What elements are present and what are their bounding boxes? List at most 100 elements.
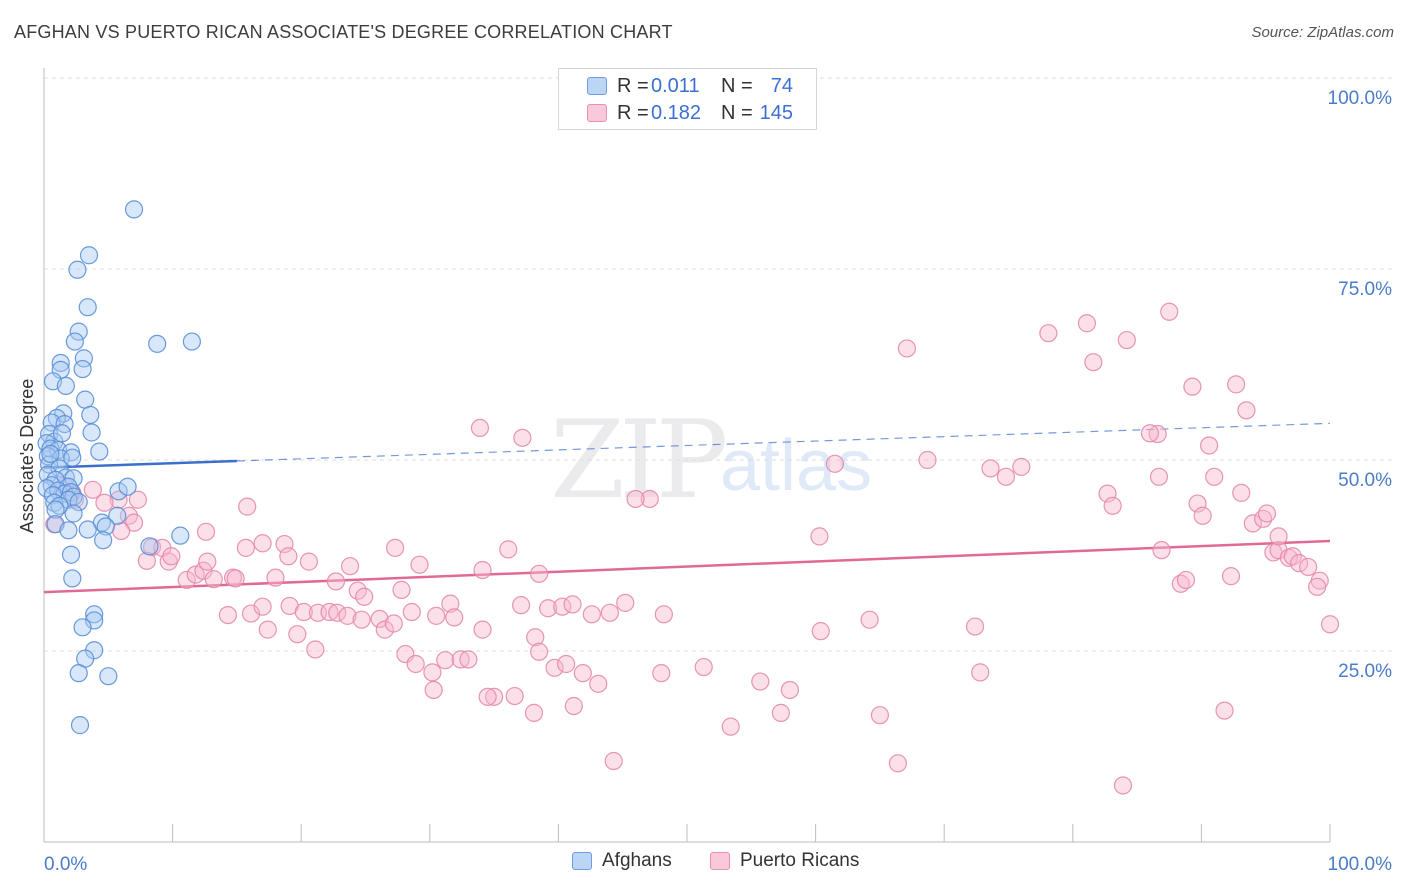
y-tick-label: 75.0%: [1338, 279, 1392, 300]
puerto-ricans-point: [128, 490, 147, 509]
puerto-ricans-point: [1205, 467, 1224, 486]
x-tick-labels: 0.0% 100.0%: [44, 854, 1392, 875]
legend-item-afghans[interactable]: Afghans: [572, 850, 672, 872]
puerto-ricans-point: [1232, 483, 1251, 502]
y-axis-title: Associate's Degree: [17, 379, 37, 534]
legend-label-afghans: Afghans: [602, 850, 672, 871]
puerto-ricans-point: [306, 640, 325, 659]
puerto-ricans-point: [513, 428, 532, 447]
puerto-ricans-point: [83, 480, 102, 499]
puerto-ricans-point: [1084, 353, 1103, 372]
puerto-ricans-point: [1320, 615, 1340, 634]
afghans-point: [37, 479, 56, 498]
r-value: 0.182: [651, 101, 702, 124]
puerto-ricans-point: [436, 651, 455, 670]
puerto-ricans-point: [1117, 330, 1136, 350]
puerto-ricans-point: [320, 602, 339, 622]
afghans-point: [79, 246, 99, 265]
puerto-ricans-point: [1243, 514, 1262, 533]
n-label: N =: [721, 101, 753, 124]
puerto-ricans-point: [771, 703, 790, 722]
puerto-ricans-point: [505, 686, 524, 706]
afghans-point: [85, 605, 104, 624]
afghans-point: [94, 531, 113, 550]
puerto-ricans-point: [888, 754, 908, 773]
puerto-ricans-point: [563, 595, 582, 614]
afghans-point: [78, 520, 97, 539]
puerto-ricans-point: [279, 547, 298, 566]
trend-lines: [43, 422, 1331, 594]
puerto-ricans-point: [512, 596, 531, 615]
puerto-ricans-point: [1152, 541, 1171, 560]
afghans-point: [41, 444, 60, 463]
puerto-ricans-point: [236, 538, 256, 557]
puerto-ricans-point: [626, 489, 645, 509]
puerto-ricans-point: [402, 602, 421, 622]
puerto-ricans-point: [654, 605, 673, 624]
puerto-ricans-point: [1283, 547, 1302, 566]
puerto-ricans-point: [897, 339, 917, 358]
puerto-ricans-point: [95, 493, 114, 512]
afghans-point: [69, 664, 88, 683]
afghans-point: [46, 500, 65, 519]
puerto-ricans-point: [137, 551, 156, 570]
puerto-ricans-point: [423, 663, 442, 682]
puerto-ricans-point: [640, 489, 659, 509]
r-label: R =: [617, 101, 649, 124]
puerto-ricans-point: [652, 664, 671, 683]
afghans-point: [63, 448, 82, 467]
series-afghans: [37, 200, 201, 735]
puerto-ricans-point: [1160, 302, 1179, 321]
afghans-point: [56, 376, 75, 395]
puerto-ricans-point: [473, 560, 492, 580]
afghans-point: [96, 517, 115, 536]
puerto-ricans-point: [299, 552, 319, 571]
puerto-ricans-point: [1290, 554, 1309, 573]
puerto-ricans-point: [1183, 377, 1202, 396]
legend-item-puerto-ricans[interactable]: Puerto Ricans: [710, 850, 859, 872]
puerto-ricans-point: [204, 570, 223, 589]
puerto-ricans-point: [694, 657, 713, 677]
afghans-point: [76, 390, 95, 409]
y-tick-label: 100.0%: [1328, 88, 1393, 109]
puerto-ricans-point: [352, 610, 371, 629]
puerto-ricans-point: [177, 570, 196, 590]
r-value: 0.011: [651, 74, 700, 97]
watermark-atlas: atlas: [720, 426, 873, 506]
puerto-ricans-point: [780, 680, 799, 700]
axes: [43, 68, 1331, 843]
puerto-ricans-point: [1269, 527, 1288, 546]
legend-row-puerto-ricans: R = 0.182 N = 145: [559, 100, 816, 126]
afghans-swatch: [587, 77, 607, 95]
puerto-ricans-point: [1257, 504, 1277, 523]
afghans-point: [108, 506, 127, 525]
afghans-point: [81, 405, 100, 425]
puerto-ricans-point: [870, 706, 890, 725]
puerto-ricans-point: [524, 703, 544, 722]
puerto-ricans-point: [539, 599, 558, 618]
puerto-ricans-point: [473, 620, 492, 639]
puerto-ricans-point: [1193, 506, 1212, 525]
puerto-ricans-point: [445, 608, 464, 627]
puerto-ricans-point: [557, 654, 576, 674]
puerto-ricans-point: [811, 622, 830, 641]
puerto-ricans-point: [1039, 324, 1058, 343]
afghans-point: [148, 334, 167, 353]
puerto-ricans-point: [589, 674, 608, 693]
legend-row-afghans: R = 0.011 N = 74: [559, 73, 816, 99]
afghans-point: [68, 260, 87, 279]
puerto-ricans-point: [424, 680, 443, 700]
puerto-ricans-point: [384, 614, 403, 633]
puerto-ricans-point: [1200, 436, 1219, 455]
puerto-ricans-point: [485, 687, 504, 706]
afghans-point: [171, 526, 190, 545]
puerto-ricans-point: [258, 620, 277, 639]
puerto-ricans-point: [196, 522, 216, 541]
puerto-ricans-swatch: [710, 852, 730, 870]
puerto-ricans-point: [600, 603, 619, 622]
puerto-ricans-point: [1227, 375, 1246, 394]
r-label: R =: [617, 74, 649, 97]
puerto-ricans-point: [604, 751, 623, 771]
afghans-point: [64, 504, 83, 523]
